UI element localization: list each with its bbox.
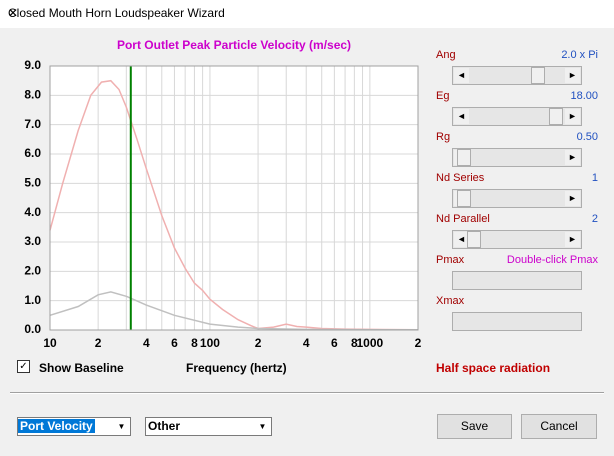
- y-tick-label: 1.0: [24, 293, 41, 307]
- x-tick-label: 10: [43, 336, 57, 350]
- slider-value: 18.00: [570, 90, 598, 102]
- slider-thumb[interactable]: [531, 67, 545, 84]
- x-tick-label: 8: [191, 336, 198, 350]
- series-line: [49, 291, 418, 331]
- y-tick-label: 4.0: [24, 205, 41, 219]
- x-tick-label: 2: [255, 336, 262, 350]
- slider-left-arrow[interactable]: ◄: [454, 232, 469, 247]
- slider-value: Double-click Pmax: [506, 254, 598, 266]
- slider-value: 1: [591, 172, 598, 184]
- slider-label: Xmax: [436, 295, 465, 307]
- slider-thumb[interactable]: [457, 149, 471, 166]
- y-tick-label: 0.0: [24, 322, 41, 336]
- slider-thumb[interactable]: [457, 190, 471, 207]
- chart-title: Port Outlet Peak Particle Velocity (m/se…: [117, 38, 351, 52]
- dropdown[interactable]: Port Velocity ▼: [17, 417, 131, 436]
- dropdown-value: Other: [148, 419, 181, 433]
- y-tick-label: 2.0: [24, 264, 41, 278]
- slider[interactable]: ◄►: [452, 66, 582, 85]
- slider[interactable]: ◄►: [452, 148, 582, 167]
- cancel-button[interactable]: Cancel: [521, 414, 597, 439]
- y-tick-label: 3.0: [24, 234, 41, 248]
- close-button[interactable]: ✕: [8, 6, 19, 20]
- slider-value: 0.50: [576, 131, 598, 143]
- x-tick-label: 6: [331, 336, 338, 350]
- x-tick-label: 4: [143, 336, 150, 350]
- slider[interactable]: ◄►: [452, 230, 582, 249]
- y-tick-label: 6.0: [24, 146, 41, 160]
- slider-thumb[interactable]: [549, 108, 563, 125]
- slider-label: Nd Parallel: [436, 213, 490, 225]
- slider-label: Ang: [436, 49, 456, 61]
- slider-value: 2: [591, 213, 598, 225]
- x-tick-label: 100: [200, 336, 220, 350]
- series-line: [49, 79, 419, 331]
- y-tick-label: 9.0: [24, 58, 41, 72]
- dropdown[interactable]: Other ▼: [145, 417, 272, 436]
- slider[interactable]: ◄►: [452, 107, 582, 126]
- dropdown-value: Port Velocity: [18, 419, 95, 433]
- y-tick-label: 5.0: [24, 176, 41, 190]
- save-button[interactable]: Save: [437, 414, 512, 439]
- dropdown-arrow: ▼: [117, 422, 126, 431]
- slider-left-arrow[interactable]: ◄: [454, 109, 469, 124]
- slider-right-arrow[interactable]: ►: [565, 191, 580, 206]
- x-tick-label: 8: [351, 336, 358, 350]
- chart: Port Outlet Peak Particle Velocity (m/se…: [24, 38, 422, 350]
- slider-label: Eg: [436, 90, 450, 102]
- slider-right-arrow[interactable]: ►: [565, 68, 580, 83]
- slider-right-arrow[interactable]: ►: [565, 150, 580, 165]
- x-tick-label: 1000: [357, 336, 384, 350]
- slider-label: Rg: [436, 131, 451, 143]
- y-tick-label: 7.0: [24, 117, 41, 131]
- dropdown-arrow: ▼: [258, 422, 267, 431]
- separator: [10, 392, 604, 394]
- slider[interactable]: [452, 312, 582, 331]
- x-tick-label: 6: [171, 336, 178, 350]
- x-tick-label: 2: [415, 336, 422, 350]
- slider[interactable]: ◄►: [452, 189, 582, 208]
- slider-right-arrow[interactable]: ►: [565, 109, 580, 124]
- status-text: Half space radiation: [436, 361, 551, 375]
- slider-left-arrow[interactable]: ◄: [454, 68, 469, 83]
- window-title: Closed Mouth Horn Loudspeaker Wizard: [8, 6, 225, 20]
- slider-label: Pmax: [436, 254, 465, 266]
- title-bar: Closed Mouth Horn Loudspeaker Wizard ✕: [0, 0, 614, 28]
- slider-thumb[interactable]: [467, 231, 481, 248]
- checkbox[interactable]: ✓: [17, 360, 30, 373]
- checkbox-label[interactable]: Show Baseline: [39, 361, 124, 375]
- slider-value: 2.0 x Pi: [561, 49, 598, 61]
- slider[interactable]: [452, 271, 582, 290]
- x-tick-label: 2: [95, 336, 102, 350]
- y-tick-label: 8.0: [24, 88, 41, 102]
- plot-border: [49, 65, 419, 331]
- slider-label: Nd Series: [436, 172, 485, 184]
- x-tick-label: 4: [303, 336, 310, 350]
- x-axis-label: Frequency (hertz): [186, 361, 287, 375]
- slider-right-arrow[interactable]: ►: [565, 232, 580, 247]
